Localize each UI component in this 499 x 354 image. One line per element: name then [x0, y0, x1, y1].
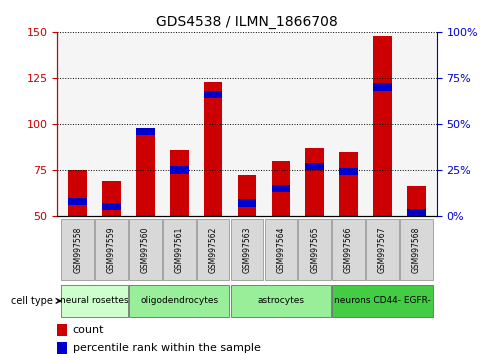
Text: neurons CD44- EGFR-: neurons CD44- EGFR-: [334, 296, 431, 306]
Text: GSM997566: GSM997566: [344, 226, 353, 273]
Bar: [136, 127, 155, 216]
Text: GSM997559: GSM997559: [107, 226, 116, 273]
Bar: [197, 219, 230, 280]
Bar: [129, 219, 162, 280]
Text: count: count: [72, 325, 104, 335]
Bar: [373, 84, 392, 91]
Bar: [305, 162, 324, 170]
Bar: [298, 219, 331, 280]
Text: oligodendrocytes: oligodendrocytes: [140, 296, 219, 306]
Text: percentile rank within the sample: percentile rank within the sample: [72, 343, 260, 353]
Bar: [373, 35, 392, 216]
Bar: [57, 324, 67, 336]
Bar: [305, 148, 324, 216]
Bar: [407, 187, 426, 216]
Text: GSM997565: GSM997565: [310, 226, 319, 273]
Text: astrocytes: astrocytes: [257, 296, 304, 306]
Bar: [170, 166, 189, 173]
Bar: [339, 152, 358, 216]
Text: GSM997561: GSM997561: [175, 226, 184, 273]
Bar: [400, 219, 433, 280]
Bar: [204, 81, 223, 216]
Bar: [102, 181, 121, 216]
Bar: [204, 91, 223, 98]
Bar: [129, 285, 230, 317]
Bar: [170, 150, 189, 216]
Text: GSM997560: GSM997560: [141, 226, 150, 273]
Bar: [136, 127, 155, 135]
Bar: [271, 185, 290, 192]
Bar: [95, 219, 128, 280]
Text: GSM997562: GSM997562: [209, 226, 218, 273]
Text: cell type: cell type: [10, 296, 52, 306]
Text: GSM997568: GSM997568: [412, 226, 421, 273]
Text: GSM997558: GSM997558: [73, 226, 82, 273]
Text: neural rosettes: neural rosettes: [60, 296, 129, 306]
Bar: [231, 219, 263, 280]
Bar: [163, 219, 196, 280]
Bar: [271, 161, 290, 216]
Bar: [264, 219, 297, 280]
Bar: [61, 219, 94, 280]
Text: GSM997567: GSM997567: [378, 226, 387, 273]
Bar: [339, 168, 358, 176]
Bar: [57, 342, 67, 354]
Bar: [238, 199, 256, 207]
Bar: [68, 198, 87, 205]
Bar: [366, 219, 399, 280]
Text: GSM997564: GSM997564: [276, 226, 285, 273]
Bar: [61, 285, 128, 317]
Bar: [68, 170, 87, 216]
Bar: [407, 209, 426, 216]
Title: GDS4538 / ILMN_1866708: GDS4538 / ILMN_1866708: [156, 16, 338, 29]
Bar: [332, 285, 433, 317]
Bar: [102, 203, 121, 210]
Bar: [332, 219, 365, 280]
Text: GSM997563: GSM997563: [243, 226, 251, 273]
Bar: [238, 176, 256, 216]
Bar: [231, 285, 331, 317]
